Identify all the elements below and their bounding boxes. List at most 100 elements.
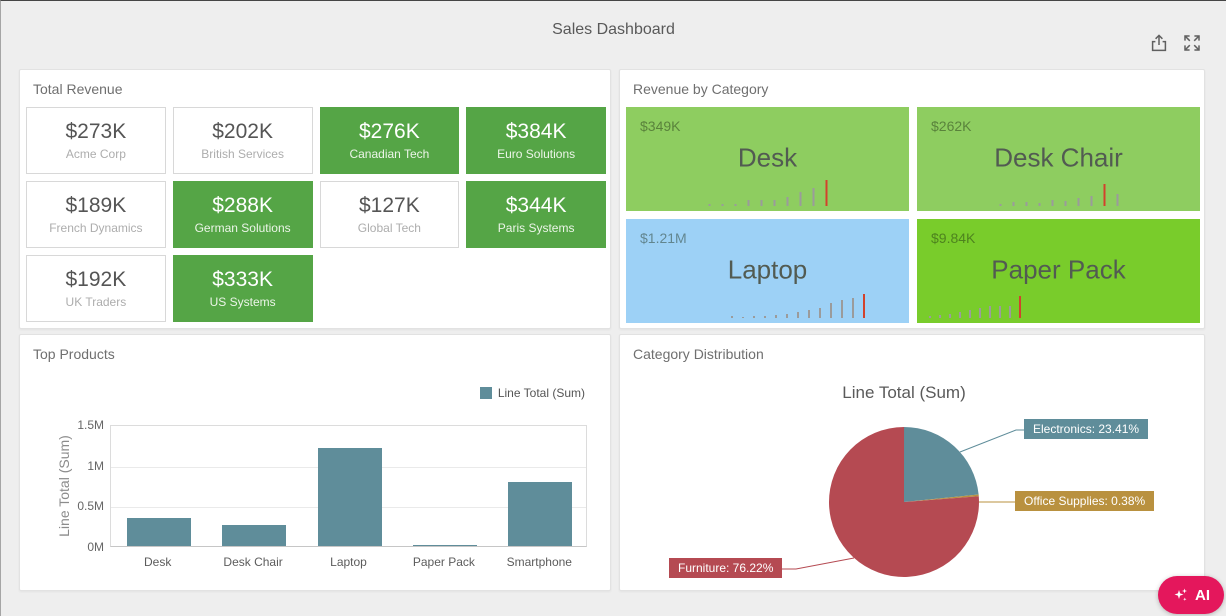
sparkline-bar bbox=[773, 200, 775, 206]
x-tick-label: Desk Chair bbox=[223, 555, 283, 569]
sparkline-bar bbox=[989, 306, 991, 318]
dashboard-header: Sales Dashboard bbox=[1, 1, 1226, 59]
revenue-card-value: $384K bbox=[505, 120, 567, 143]
sparkline-bar bbox=[1090, 196, 1092, 206]
pie-label-office-supplies: Office Supplies: 0.38% bbox=[1015, 491, 1155, 511]
sparkline-bar bbox=[939, 315, 941, 318]
panel-total-revenue: Total Revenue $273K Acme Corp $202K British… bbox=[19, 69, 611, 329]
revenue-card-value: $288K bbox=[212, 194, 273, 217]
sparkline-bar bbox=[830, 303, 832, 318]
panel-top-products: Top Products Line Total (Sum) Line Total… bbox=[19, 334, 611, 591]
sparkline-bar bbox=[786, 197, 788, 206]
export-icon[interactable] bbox=[1149, 33, 1169, 53]
revenue-card-label: British Services bbox=[201, 147, 284, 161]
revenue-card-french-dynamics[interactable]: $189K French Dynamics bbox=[26, 181, 166, 248]
panel-revenue-by-category: Revenue by Category $349K Desk $262K Desk C… bbox=[619, 69, 1205, 329]
sparkline-bar bbox=[929, 316, 931, 318]
revenue-card-value: $189K bbox=[65, 194, 127, 217]
bar-desk-chair[interactable] bbox=[222, 525, 287, 546]
revenue-card-british-services[interactable]: $202K British Services bbox=[172, 107, 313, 174]
sparkline-bar bbox=[797, 312, 799, 318]
sparkles-icon bbox=[1174, 588, 1187, 601]
revenue-card-global-tech[interactable]: $127K Global Tech bbox=[319, 181, 460, 248]
treemap-tile-paper-pack[interactable]: $9.84K Paper Pack bbox=[917, 219, 1200, 323]
revenue-card-canadian-tech[interactable]: $276K Canadian Tech bbox=[319, 107, 460, 174]
bar-desk[interactable] bbox=[126, 518, 191, 546]
sparkline-bar bbox=[819, 308, 821, 318]
panel-title-revenue-by-category: Revenue by Category bbox=[633, 81, 769, 97]
treemap-sparkline bbox=[708, 178, 827, 206]
sparkline-bar bbox=[764, 316, 766, 318]
panel-category-distribution: Category Distribution Line Total (Sum) E… bbox=[619, 334, 1205, 591]
sparkline-bar bbox=[742, 317, 744, 318]
revenue-card-value: $276K bbox=[359, 120, 420, 143]
treemap-tile-laptop[interactable]: $1.21M Laptop bbox=[626, 219, 909, 323]
sparkline-bar bbox=[999, 204, 1001, 206]
sparkline-bar bbox=[949, 314, 951, 318]
sparkline-bar bbox=[1038, 203, 1040, 206]
sparkline-bar bbox=[1051, 200, 1053, 206]
sparkline-bar bbox=[841, 300, 843, 318]
pie-slice-office-supplies[interactable] bbox=[904, 494, 979, 502]
bar-laptop[interactable] bbox=[317, 448, 382, 546]
bar-paper-pack[interactable] bbox=[412, 545, 477, 546]
sparkline-bar bbox=[721, 204, 723, 206]
pie-slice-furniture[interactable] bbox=[828, 427, 979, 577]
revenue-card-label: Global Tech bbox=[357, 221, 421, 235]
revenue-card-euro-solutions[interactable]: $384K Euro Solutions bbox=[466, 107, 606, 174]
revenue-card-us-systems[interactable]: $333K US Systems bbox=[172, 255, 313, 322]
revenue-card-german-solutions[interactable]: $288K German Solutions bbox=[172, 181, 313, 248]
sparkline-bar bbox=[825, 180, 827, 206]
pie-slice-electronics[interactable] bbox=[904, 427, 979, 502]
pie-chart-title: Line Total (Sum) bbox=[842, 383, 966, 402]
sparkline-bar bbox=[1025, 202, 1027, 206]
header-toolbar bbox=[1149, 33, 1202, 53]
revenue-card-uk-traders[interactable]: $192K UK Traders bbox=[26, 255, 166, 322]
total-revenue-cards: $273K Acme Corp $202K British Services $276K… bbox=[26, 107, 606, 322]
revenue-card-label: Canadian Tech bbox=[349, 147, 430, 161]
revenue-card-value: $273K bbox=[65, 120, 127, 143]
bar-smartphone[interactable] bbox=[508, 482, 573, 546]
sparkline-bar bbox=[959, 312, 961, 318]
maximize-icon[interactable] bbox=[1182, 33, 1202, 53]
bar-chart-plot-area bbox=[110, 425, 587, 547]
ai-assistant-button[interactable]: AI bbox=[1158, 576, 1224, 614]
panel-title-total-revenue: Total Revenue bbox=[33, 81, 123, 97]
legend-swatch bbox=[479, 387, 492, 399]
sparkline-bar bbox=[786, 314, 788, 318]
revenue-card-value: $192K bbox=[65, 268, 127, 291]
treemap-sparkline bbox=[731, 290, 865, 318]
treemap: $349K Desk $262K Desk Chair $1.21M Laptop $9.8… bbox=[626, 107, 1200, 323]
x-tick-label: Desk bbox=[144, 555, 172, 569]
revenue-card-label: German Solutions bbox=[194, 221, 291, 235]
revenue-card-label: Euro Solutions bbox=[497, 147, 576, 161]
treemap-tile-value: $1.21M bbox=[640, 230, 687, 246]
sparkline-bar bbox=[775, 315, 777, 318]
revenue-card-acme-corp[interactable]: $273K Acme Corp bbox=[26, 107, 166, 174]
x-tick-label: Laptop bbox=[330, 555, 367, 569]
y-tick-label: 1.5M bbox=[77, 418, 104, 432]
revenue-card-label: UK Traders bbox=[65, 295, 127, 309]
pie-label-furniture: Furniture: 76.22% bbox=[669, 558, 783, 578]
ai-button-label: AI bbox=[1195, 586, 1210, 604]
sparkline-bar bbox=[999, 306, 1001, 318]
sparkline-bar bbox=[799, 192, 801, 206]
page-title: Sales Dashboard bbox=[552, 21, 675, 38]
sparkline-bar bbox=[1116, 194, 1118, 206]
bar-chart-y-axis-title: Line Total (Sum) bbox=[56, 435, 72, 537]
pie-chart bbox=[780, 427, 1024, 577]
sparkline-bar bbox=[979, 308, 981, 318]
y-tick-label: 1M bbox=[87, 458, 104, 473]
sparkline-bar bbox=[1064, 201, 1066, 206]
treemap-tile-desk-chair[interactable]: $262K Desk Chair bbox=[917, 107, 1200, 211]
sparkline-bar bbox=[760, 200, 762, 206]
pie-callout-line bbox=[780, 557, 855, 570]
treemap-tile-desk[interactable]: $349K Desk bbox=[626, 107, 909, 211]
sparkline-bar bbox=[852, 298, 854, 318]
pie-label-electronics: Electronics: 23.41% bbox=[1024, 419, 1149, 439]
revenue-card-label: French Dynamics bbox=[49, 221, 143, 235]
revenue-card-label: US Systems bbox=[209, 295, 276, 309]
revenue-card-paris-systems[interactable]: $344K Paris Systems bbox=[466, 181, 606, 248]
legend-label: Line Total (Sum) bbox=[497, 386, 585, 400]
panel-title-top-products: Top Products bbox=[33, 346, 115, 362]
